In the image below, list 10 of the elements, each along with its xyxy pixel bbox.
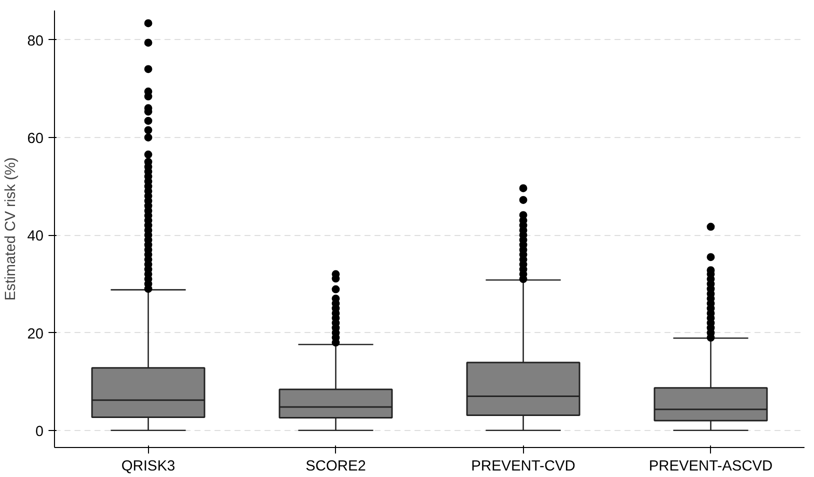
y-tick-label: 60 [27, 130, 44, 147]
x-tick-label: QRISK3 [121, 458, 176, 474]
x-tick-label: PREVENT-ASCVD [648, 458, 773, 474]
x-tick-label: SCORE2 [306, 458, 366, 474]
y-axis-title: Estimated CV risk (%) [3, 157, 20, 301]
y-tick-label: 40 [27, 228, 44, 245]
y-tick-label: 0 [35, 424, 44, 440]
y-tick-label: 20 [27, 326, 44, 342]
y-tick-label: 80 [27, 33, 44, 50]
x-tick-label: PREVENT-CVD [471, 458, 576, 474]
